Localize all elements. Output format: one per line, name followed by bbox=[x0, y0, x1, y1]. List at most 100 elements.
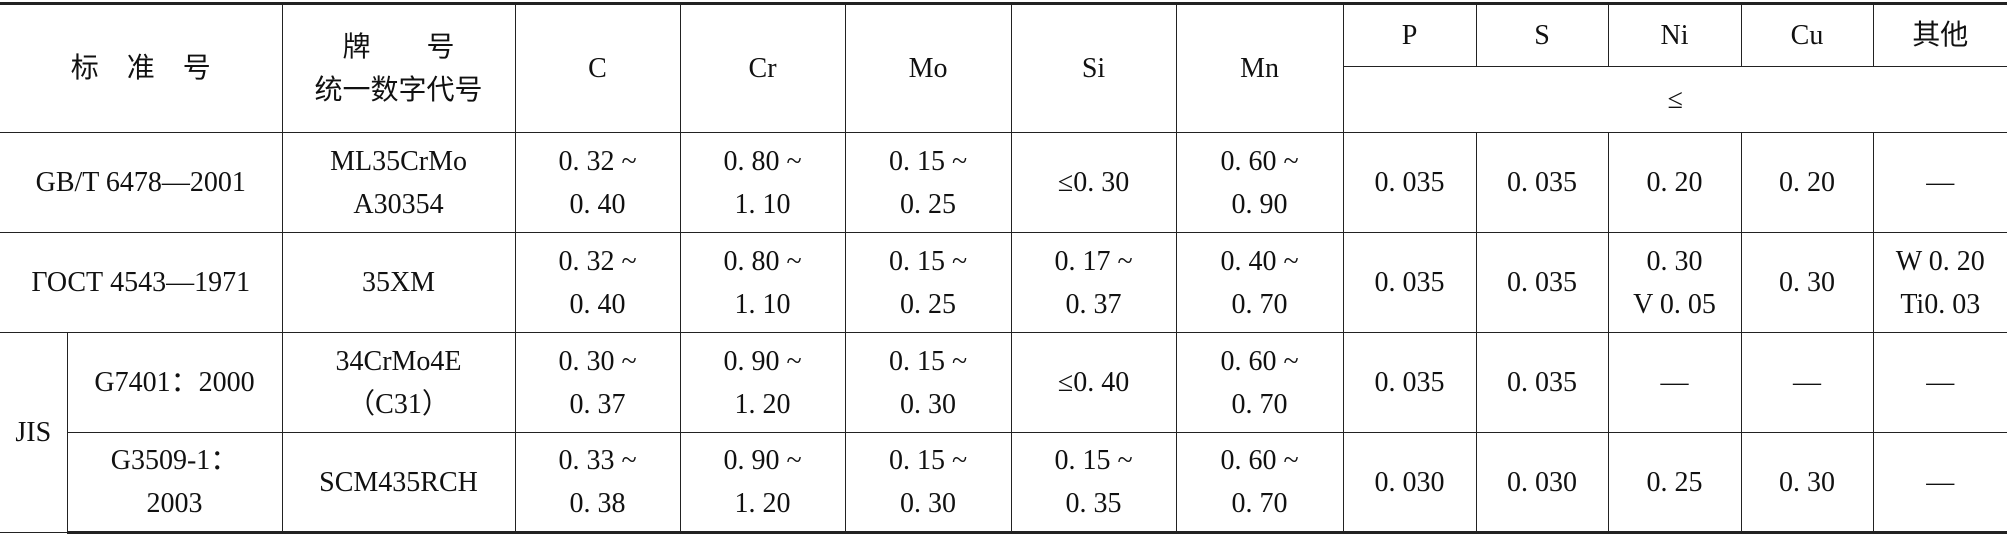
cell-line: 0. 15 ~ bbox=[888, 145, 968, 177]
cell-line: 0. 40 ~ bbox=[1220, 245, 1299, 277]
cell-line: 0. 035 bbox=[1507, 167, 1578, 198]
grade-cell: 34CrMo4E （C31） bbox=[281, 332, 516, 433]
cell-line: 0. 38 bbox=[569, 488, 626, 519]
cell-text: C bbox=[588, 53, 607, 84]
value-cell: 0. 32 ~ 0. 40 bbox=[514, 232, 681, 333]
value-cell: 0. 40 ~ 0. 70 bbox=[1175, 232, 1344, 333]
value-cell: 0. 60 ~ 0. 90 bbox=[1175, 132, 1344, 233]
cell-line: 0. 90 ~ bbox=[723, 345, 802, 377]
cell-line: 0. 15 ~ bbox=[888, 245, 968, 277]
cell-line: 0. 030 bbox=[1507, 466, 1578, 498]
value-cell: 0. 60 ~ 0. 70 bbox=[1175, 432, 1344, 534]
cell-line: ≤0. 40 bbox=[1057, 367, 1130, 398]
standard-cell: G3509-1： 2003 bbox=[67, 432, 283, 534]
cell-line: ГОСТ 4543—1971 bbox=[31, 267, 251, 298]
cell-line: 0. 37 bbox=[1065, 288, 1122, 320]
cell-line: V 0. 05 bbox=[1633, 288, 1716, 320]
value-cell: 0. 17 ~ 0. 37 bbox=[1010, 232, 1177, 333]
cell-line: 0. 30 ~ bbox=[558, 345, 637, 377]
cell-line: 0. 70 bbox=[1231, 288, 1288, 320]
table-row: JIS G7401：2000 34CrMo4E （C31） 0. 30 ~0. 37 0.… bbox=[0, 332, 2007, 533]
cell-line: 0. 60 ~ bbox=[1220, 445, 1299, 476]
cell-line: 0. 35 bbox=[1065, 488, 1122, 519]
value-cell: — bbox=[1740, 332, 1874, 433]
value-cell: 0. 15 ~ 0. 30 bbox=[844, 332, 1012, 433]
cell-line: 0. 40 bbox=[569, 188, 626, 220]
value-cell: 0. 15 ~ 0. 35 bbox=[1010, 432, 1177, 534]
cell-line: 0. 25 bbox=[1646, 466, 1703, 498]
value-cell: 0. 035 bbox=[1342, 232, 1477, 333]
cell-line: 0. 035 bbox=[1507, 267, 1578, 298]
cell-line: GB/T 6478—2001 bbox=[35, 167, 246, 198]
standard-cell: G7401：2000 bbox=[66, 332, 283, 433]
value-cell: 0. 80 ~ 1. 10 bbox=[679, 132, 846, 233]
cell-line: 0. 030 bbox=[1374, 466, 1445, 498]
cell-line: 0. 20 bbox=[1779, 167, 1836, 198]
value-cell: 0. 035 bbox=[1475, 132, 1609, 233]
cell-line: 0. 15 ~ bbox=[888, 445, 968, 476]
cell-text: Mn bbox=[1240, 53, 1279, 84]
cell-text: S bbox=[1534, 20, 1550, 51]
cell-line: 0. 70 bbox=[1231, 388, 1288, 420]
cell-line: 0. 30 bbox=[1646, 245, 1703, 277]
cell-line: 2003 bbox=[146, 488, 203, 519]
cell-line: 0. 90 bbox=[1231, 188, 1288, 220]
cell-text: 其他 bbox=[1912, 20, 1969, 51]
cell-line: 0. 035 bbox=[1374, 167, 1445, 198]
cell-line: ML35CrMo bbox=[330, 145, 467, 177]
value-cell: 0. 20 bbox=[1607, 132, 1742, 233]
value-cell: 0. 90 ~ 1. 20 bbox=[679, 332, 846, 433]
cell-line: 0. 60 ~ bbox=[1220, 345, 1299, 377]
header-cell: 标 准 号 bbox=[0, 2, 283, 133]
value-cell: 0. 20 bbox=[1740, 132, 1874, 233]
header-cell: C bbox=[514, 2, 681, 133]
cell-line: — bbox=[1926, 367, 1955, 398]
header-cell: Ni bbox=[1607, 2, 1742, 67]
value-cell: 0. 90 ~ 1. 20 bbox=[679, 432, 846, 534]
header-cell: Cu bbox=[1740, 2, 1874, 67]
value-cell: 0. 25 bbox=[1607, 432, 1742, 534]
cell-line: 0. 33 ~ bbox=[558, 445, 637, 476]
value-cell: 0. 30 bbox=[1740, 432, 1874, 534]
cell-line: 统一数字代号 bbox=[314, 74, 483, 106]
table-row: G3509-1： 2003 SCM435RCH 0. 33 ~ 0. 38 0. 90 ~… bbox=[0, 432, 2007, 534]
header-cell: Mo bbox=[844, 2, 1012, 133]
cell-text: 标 准 号 bbox=[70, 53, 211, 84]
cell-line: 0. 035 bbox=[1374, 267, 1445, 298]
value-cell: ≤0. 40 bbox=[1010, 332, 1177, 433]
group-cell: JIS bbox=[0, 332, 68, 533]
value-cell: 0. 035 bbox=[1342, 332, 1477, 433]
value-cell: ≤0. 30 bbox=[1010, 132, 1177, 233]
header-cell: P bbox=[1342, 2, 1477, 67]
cell-text: Mo bbox=[908, 53, 948, 84]
cell-line: 0. 15 ~ bbox=[888, 345, 968, 377]
cell-text: P bbox=[1401, 20, 1418, 51]
cell-line: 0. 70 bbox=[1231, 488, 1288, 519]
cell-line: 0. 035 bbox=[1374, 367, 1445, 398]
cell-text: ≤ bbox=[1667, 84, 1683, 115]
cell-line: 0. 30 bbox=[900, 488, 957, 519]
grade-cell: ML35CrMo A30354 bbox=[281, 132, 516, 233]
table-row: GB/T 6478—2001 ML35CrMo A30354 0. 32 ~ 0. 40… bbox=[0, 132, 2007, 233]
cell-line: 34CrMo4E bbox=[335, 345, 462, 377]
header-cell: Cr bbox=[679, 2, 846, 133]
cell-line: 1. 10 bbox=[734, 288, 791, 320]
value-cell: 0. 15 ~ 0. 25 bbox=[844, 232, 1012, 333]
standard-cell: ГОСТ 4543—1971 bbox=[0, 232, 283, 333]
cell-line: 0. 80 ~ bbox=[723, 245, 802, 277]
value-cell: 0. 035 bbox=[1475, 232, 1609, 333]
value-cell: 0. 60 ~ 0. 70 bbox=[1175, 332, 1344, 433]
header-cell: ≤ bbox=[1343, 66, 2007, 133]
cell-line: 0. 20 bbox=[1646, 167, 1703, 198]
value-cell: 0. 30 V 0. 05 bbox=[1607, 232, 1742, 333]
value-cell: — bbox=[1872, 432, 2007, 534]
header-cell: Si bbox=[1010, 2, 1177, 133]
cell-line: W 0. 20 bbox=[1895, 245, 1985, 277]
header-cell: S bbox=[1475, 2, 1609, 67]
cell-line: 1. 20 bbox=[734, 388, 791, 420]
value-cell: W 0. 20 Ti0. 03 bbox=[1872, 232, 2007, 333]
cell-line: A30354 bbox=[353, 188, 444, 220]
cell-text: Si bbox=[1081, 53, 1106, 84]
